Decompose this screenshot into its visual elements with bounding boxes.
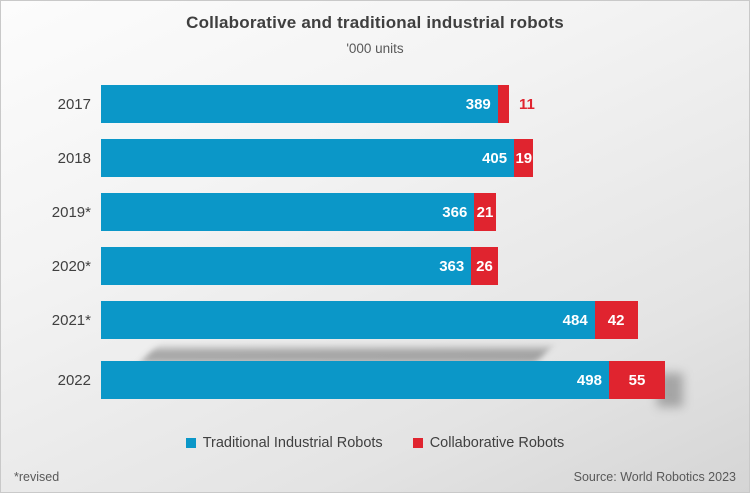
bar-row: 2018 405 19 (1, 131, 749, 185)
category-label: 2021* (51, 311, 91, 329)
bar-track: 366 21 (101, 193, 749, 231)
bar-track: 389 11 (101, 85, 749, 123)
plot-area: 2017 389 11 2018 405 19 2019* 366 21 2020* 363 26 20… (1, 77, 749, 407)
traditional-value-label: 405 (482, 149, 508, 167)
collaborative-bar-segment: 42 (594, 301, 638, 339)
bar-row: 2017 389 11 (1, 77, 749, 131)
collaborative-bar-segment (497, 85, 509, 123)
category-label: 2018 (57, 149, 91, 167)
bar-track: 363 26 (101, 247, 749, 285)
collaborative-value-label: 42 (607, 311, 625, 329)
traditional-bar-segment: 366 (101, 193, 475, 231)
traditional-value-label: 366 (442, 203, 468, 221)
legend: Traditional Industrial Robots Collaborati… (1, 435, 749, 451)
collaborative-bar-segment: 26 (471, 247, 498, 285)
footnote: *revised (14, 470, 60, 484)
collaborative-value-label: 55 (628, 371, 646, 389)
traditional-value-label: 389 (465, 95, 491, 113)
bar-row: 2020* 363 26 (1, 239, 749, 293)
bar-track: 484 42 (101, 301, 749, 339)
collaborative-bar-segment: 55 (608, 361, 666, 399)
traditional-value-label: 498 (576, 371, 602, 389)
source-label: Source: World Robotics 2023 (573, 470, 736, 484)
traditional-bar-segment: 484 (101, 301, 595, 339)
chart-title: Collaborative and traditional industrial… (186, 13, 564, 32)
legend-swatch-icon (185, 438, 196, 448)
traditional-bar-segment: 405 (101, 139, 515, 177)
traditional-value-label: 363 (439, 257, 465, 275)
collaborative-value-label: 19 (515, 149, 533, 167)
bar-track: 498 55 (101, 348, 749, 407)
traditional-bar-segment: 363 (101, 247, 472, 285)
legend-item: Traditional Industrial Robots (185, 435, 383, 451)
legend-label: Collaborative Robots (429, 435, 565, 451)
legend-swatch-icon (412, 438, 423, 448)
collaborative-bar-segment: 19 (514, 139, 534, 177)
category-label: 2017 (57, 95, 91, 113)
legend-item: Collaborative Robots (412, 435, 565, 451)
chart-subtitle: '000 units (346, 41, 404, 56)
traditional-value-label: 484 (562, 311, 588, 329)
traditional-bar-segment: 498 (101, 361, 609, 399)
bar-row: 2021* 484 42 (1, 293, 749, 347)
bar-row: 2019* 366 21 (1, 185, 749, 239)
collaborative-value-label: 21 (476, 203, 494, 221)
collaborative-value-label: 11 (519, 95, 535, 113)
category-label: 2022 (57, 371, 91, 389)
bar-row: 2022 498 55 (1, 348, 749, 407)
traditional-bar-segment: 389 (101, 85, 498, 123)
bar-track: 405 19 (101, 139, 749, 177)
legend-label: Traditional Industrial Robots (202, 435, 383, 451)
category-label: 2019* (51, 203, 91, 221)
collaborative-value-label: 26 (476, 257, 493, 275)
category-label: 2020* (51, 257, 91, 275)
collaborative-bar-segment: 21 (474, 193, 496, 231)
